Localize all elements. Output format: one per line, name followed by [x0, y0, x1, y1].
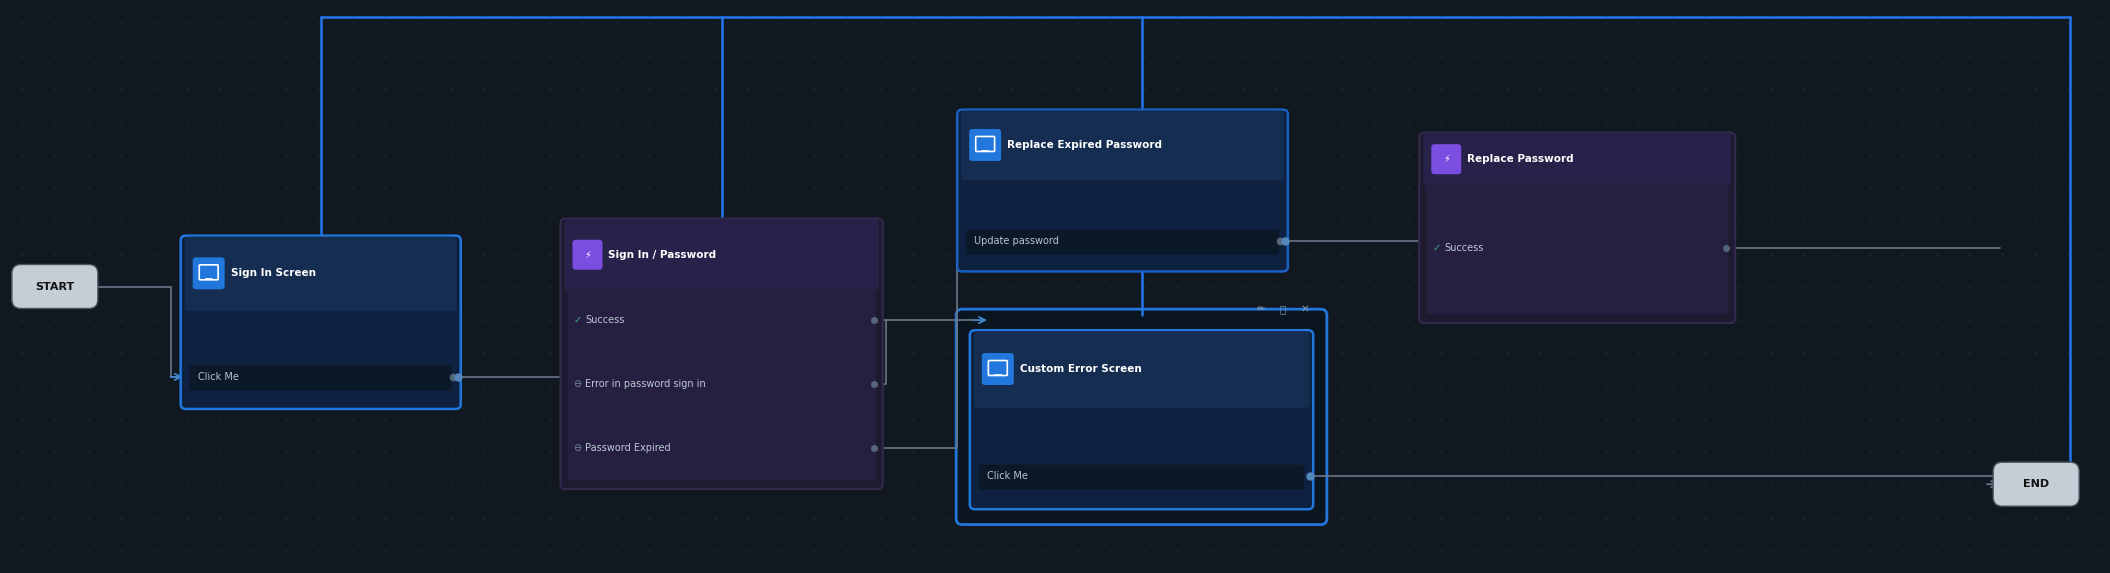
FancyBboxPatch shape [975, 331, 1308, 408]
FancyBboxPatch shape [565, 219, 878, 291]
Text: Click Me: Click Me [987, 471, 1028, 481]
Text: Success: Success [584, 315, 625, 325]
FancyBboxPatch shape [966, 230, 1279, 254]
Text: Replace Expired Password: Replace Expired Password [1006, 140, 1163, 150]
FancyBboxPatch shape [958, 109, 1287, 272]
FancyBboxPatch shape [568, 416, 876, 480]
Text: Success: Success [1443, 244, 1483, 253]
Text: START: START [36, 281, 74, 292]
FancyBboxPatch shape [1420, 132, 1734, 323]
Text: ⚡: ⚡ [1443, 154, 1450, 164]
FancyBboxPatch shape [561, 218, 882, 489]
FancyBboxPatch shape [572, 240, 603, 270]
Text: ⊖: ⊖ [574, 379, 582, 389]
Text: ⬛: ⬛ [983, 142, 987, 148]
FancyBboxPatch shape [181, 236, 460, 409]
Text: ✏: ✏ [1255, 304, 1266, 314]
Text: ✓: ✓ [574, 315, 582, 325]
Text: ⧉: ⧉ [1281, 304, 1285, 314]
Text: ⚡: ⚡ [584, 250, 591, 260]
FancyBboxPatch shape [1424, 134, 1730, 186]
FancyBboxPatch shape [987, 360, 1006, 375]
Text: Password Expired: Password Expired [584, 443, 671, 453]
FancyBboxPatch shape [962, 111, 1283, 180]
FancyBboxPatch shape [192, 257, 224, 289]
Text: END: END [2023, 479, 2049, 489]
Text: Click Me: Click Me [198, 372, 238, 382]
Text: ✕: ✕ [1300, 304, 1308, 314]
FancyBboxPatch shape [568, 352, 876, 416]
Text: ✓: ✓ [1433, 244, 1441, 253]
FancyBboxPatch shape [975, 136, 994, 151]
Text: ⊖: ⊖ [574, 443, 582, 453]
FancyBboxPatch shape [13, 265, 97, 308]
FancyBboxPatch shape [971, 330, 1312, 509]
Text: ⬛: ⬛ [207, 270, 211, 277]
FancyBboxPatch shape [968, 129, 1000, 161]
Text: Update password: Update password [975, 236, 1059, 246]
Text: Sign In / Password: Sign In / Password [608, 250, 717, 260]
FancyBboxPatch shape [198, 265, 217, 280]
FancyBboxPatch shape [1994, 462, 2078, 506]
Text: ⬛: ⬛ [996, 366, 1000, 372]
FancyBboxPatch shape [981, 353, 1013, 385]
FancyBboxPatch shape [956, 309, 1327, 524]
FancyBboxPatch shape [190, 366, 452, 390]
Text: Custom Error Screen: Custom Error Screen [1019, 364, 1142, 374]
FancyBboxPatch shape [979, 465, 1304, 490]
Text: Replace Password: Replace Password [1466, 154, 1574, 164]
Text: Sign In Screen: Sign In Screen [230, 268, 316, 278]
FancyBboxPatch shape [1431, 144, 1462, 174]
FancyBboxPatch shape [568, 288, 876, 352]
Text: Error in password sign in: Error in password sign in [584, 379, 707, 389]
FancyBboxPatch shape [186, 237, 456, 311]
FancyBboxPatch shape [1426, 183, 1728, 314]
